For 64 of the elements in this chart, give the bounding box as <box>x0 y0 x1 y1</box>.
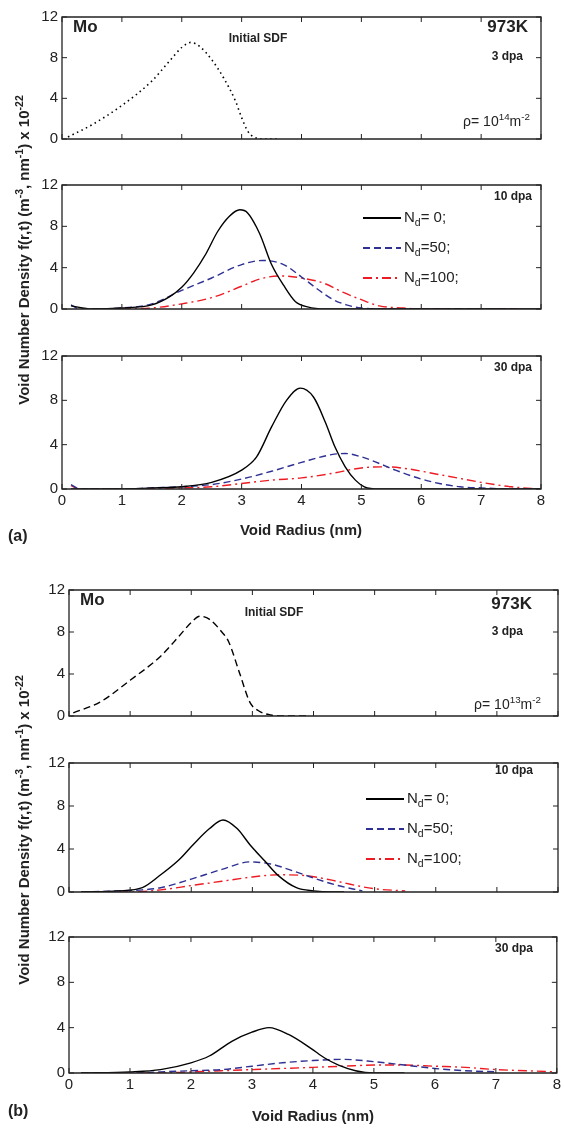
legend-label: N$_{d}$= 0; <box>404 207 447 228</box>
x-tick-label: 5 <box>357 491 366 509</box>
x-tick-label: 2 <box>186 1075 196 1093</box>
y-tick-label: 12 <box>41 7 58 25</box>
legend-label: N$_{d}$=50; <box>407 818 454 839</box>
annotation: 10 dpa <box>494 763 533 777</box>
legend-label: N$_{d}$=100; <box>407 848 462 869</box>
x-tick-label: 2 <box>177 491 186 509</box>
annotation: 30 dpa <box>493 360 532 374</box>
annotation: ρ= 10$^{13}$m$^{-2}$ <box>474 694 541 712</box>
annotation: 3 dpa <box>491 624 523 638</box>
y-tick-label: 0 <box>49 479 58 497</box>
annotation: 973K <box>487 17 528 36</box>
x-tick-label: 3 <box>237 491 246 509</box>
y-tick-label: 4 <box>56 664 65 682</box>
annotation: Initial SDF <box>228 31 288 45</box>
text: (b) <box>8 1102 29 1119</box>
x-tick-label: 4 <box>297 491 306 509</box>
legend-label: N$_{d}$= 0; <box>407 788 450 809</box>
x-axis-title: Void Radius (nm) <box>251 1107 375 1124</box>
x-tick-label: 6 <box>417 491 426 509</box>
y-tick-label: 12 <box>41 346 58 364</box>
annotation: 10 dpa <box>493 189 532 203</box>
x-tick-label: 7 <box>476 491 486 509</box>
y-tick-label: 4 <box>56 839 65 857</box>
y-tick-label: 12 <box>48 580 65 598</box>
x-tick-label: 8 <box>552 1075 561 1093</box>
text: (a) <box>8 527 28 544</box>
y-tick-label: 0 <box>49 299 58 317</box>
x-tick-label: 6 <box>430 1075 440 1093</box>
y-tick-label: 8 <box>49 47 58 65</box>
y-tick-label: 0 <box>49 129 58 147</box>
y-tick-label: 4 <box>49 434 58 452</box>
annotation: Mo <box>73 17 98 36</box>
y-tick-label: 4 <box>56 1017 65 1035</box>
y-tick-label: 8 <box>56 796 65 814</box>
annotation: Initial SDF <box>244 605 304 619</box>
x-tick-label: 1 <box>125 1075 135 1093</box>
y-tick-label: 4 <box>49 257 58 275</box>
y-tick-label: 0 <box>56 706 65 724</box>
y-tick-label: 0 <box>56 882 65 900</box>
y-tick-label: 8 <box>56 972 65 990</box>
x-tick-label: 3 <box>247 1075 257 1093</box>
annotation: ρ= 10$^{14}$m$^{-2}$ <box>463 111 530 129</box>
annotation: 3 dpa <box>491 49 523 63</box>
y-tick-label: 8 <box>49 390 58 408</box>
y-tick-label: 12 <box>48 927 65 945</box>
x-tick-label: 7 <box>491 1075 501 1093</box>
legend-label: N$_{d}$=100; <box>404 267 459 288</box>
x-tick-label: 4 <box>308 1075 318 1093</box>
annotation: Mo <box>80 590 105 609</box>
y-tick-label: 12 <box>41 175 58 193</box>
y-tick-label: 8 <box>56 622 65 640</box>
y-tick-label: 12 <box>48 753 65 771</box>
x-tick-label: 5 <box>369 1075 379 1093</box>
x-tick-label: 1 <box>117 491 127 509</box>
annotation: 30 dpa <box>494 941 533 955</box>
y-tick-label: 4 <box>49 88 58 106</box>
legend-label: N$_{d}$=50; <box>404 237 451 258</box>
annotation: 973K <box>491 594 532 613</box>
y-tick-label: 0 <box>56 1063 65 1081</box>
x-tick-label: 8 <box>536 491 546 509</box>
y-tick-label: 8 <box>49 216 58 234</box>
x-axis-title: Void Radius (nm) <box>239 521 363 538</box>
